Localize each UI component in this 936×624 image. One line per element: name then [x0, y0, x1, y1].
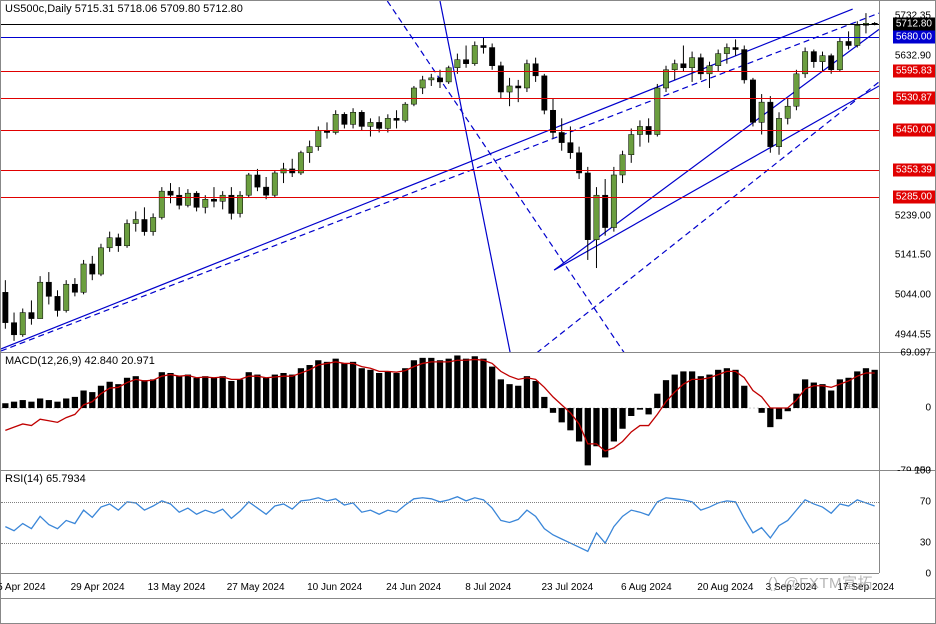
horizontal-level[interactable]: [1, 24, 879, 25]
macd-panel[interactable]: MACD(12,26,9) 42.840 20.971 69.0970-79.0…: [1, 353, 935, 471]
y-tick: 4944.55: [895, 329, 931, 340]
x-tick: 23 Jul 2024: [541, 582, 593, 593]
x-tick: 8 Jul 2024: [465, 582, 511, 593]
macd-plot[interactable]: [1, 353, 879, 470]
price-panel-title: US500c,Daily 5715.31 5718.06 5709.80 571…: [5, 3, 243, 15]
x-tick: 29 Apr 2024: [71, 582, 125, 593]
level-label: 5680.00: [893, 31, 935, 44]
horizontal-level[interactable]: [1, 130, 879, 131]
rsi-level-line: [1, 543, 879, 544]
y-tick: 5239.00: [895, 210, 931, 221]
level-label: 5285.00: [893, 191, 935, 204]
horizontal-level[interactable]: [1, 197, 879, 198]
rsi-y-axis: 10070300: [879, 471, 935, 573]
macd-y-axis: 69.0970-79.052: [879, 353, 935, 470]
x-tick: 24 Jun 2024: [386, 582, 441, 593]
price-panel[interactable]: US500c,Daily 5715.31 5718.06 5709.80 571…: [1, 1, 935, 353]
horizontal-level[interactable]: [1, 170, 879, 171]
level-label: 5450.00: [893, 124, 935, 137]
horizontal-level[interactable]: [1, 71, 879, 72]
macd-svg: [1, 353, 879, 470]
x-tick: 10 Jun 2024: [307, 582, 362, 593]
level-label: 5595.83: [893, 65, 935, 78]
price-plot[interactable]: [1, 1, 879, 352]
y-tick: 30: [920, 538, 931, 549]
horizontal-level[interactable]: [1, 98, 879, 99]
rsi-level-line: [1, 502, 879, 503]
y-tick: 5632.90: [895, 51, 931, 62]
x-tick: 27 May 2024: [227, 582, 285, 593]
y-tick: 5141.50: [895, 250, 931, 261]
x-tick: 15 Apr 2024: [0, 582, 46, 593]
y-tick: 5044.00: [895, 289, 931, 300]
rsi-svg: [1, 471, 879, 573]
level-label: 5712.80: [893, 18, 935, 31]
price-y-axis: 5712.805680.00 5595.83 5530.87 5450.00 5353.…: [879, 1, 935, 352]
y-tick: 0: [925, 569, 931, 580]
x-tick: 6 Aug 2024: [621, 582, 672, 593]
y-tick: 69.097: [900, 348, 931, 359]
y-tick: 0: [925, 403, 931, 414]
x-tick: 13 May 2024: [148, 582, 206, 593]
price-svg: [1, 1, 879, 352]
rsi-plot[interactable]: [1, 471, 879, 573]
trading-chart[interactable]: US500c,Daily 5715.31 5718.06 5709.80 571…: [0, 0, 936, 624]
x-tick: 20 Aug 2024: [697, 582, 753, 593]
y-tick: 70: [920, 496, 931, 507]
horizontal-level[interactable]: [1, 37, 879, 38]
y-tick: 100: [914, 466, 931, 477]
rsi-title: RSI(14) 65.7934: [5, 473, 86, 485]
macd-title: MACD(12,26,9) 42.840 20.971: [5, 355, 155, 367]
level-label: 5530.87: [893, 91, 935, 104]
watermark: () @FXTM富拓: [768, 572, 873, 593]
level-label: 5353.39: [893, 163, 935, 176]
x-axis: 15 Apr 2024 29 Apr 2024 13 May 2024 27 May …: [1, 573, 879, 598]
